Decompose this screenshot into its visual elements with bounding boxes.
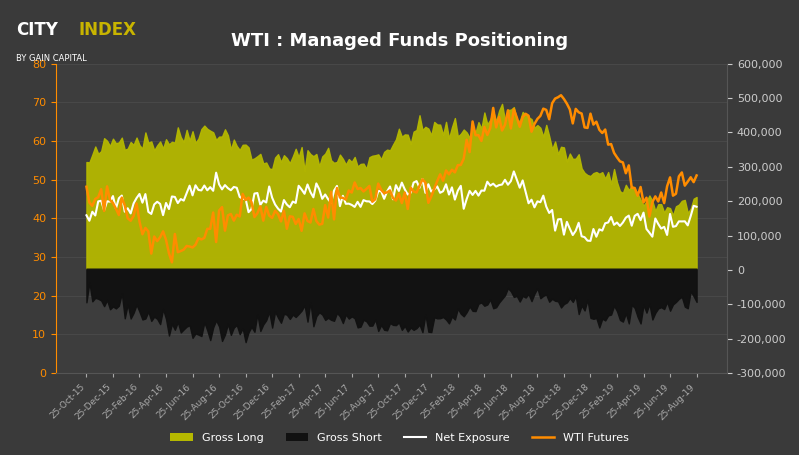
Text: BY GAIN CAPITAL: BY GAIN CAPITAL (16, 54, 87, 62)
Legend: Gross Long, Gross Short, Net Exposure, WTI Futures: Gross Long, Gross Short, Net Exposure, W… (166, 428, 633, 447)
Text: INDEX: INDEX (78, 21, 137, 39)
Text: WTI : Managed Funds Positioning: WTI : Managed Funds Positioning (231, 32, 568, 50)
Text: CITY: CITY (16, 21, 58, 39)
